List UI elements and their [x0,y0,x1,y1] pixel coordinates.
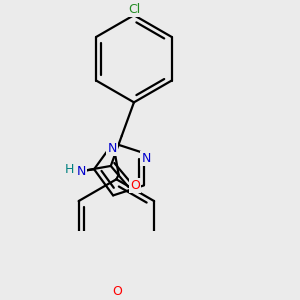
Text: H: H [65,163,74,176]
Text: O: O [130,179,140,192]
Text: N: N [76,166,86,178]
Text: Cl: Cl [128,3,140,16]
Text: N: N [107,142,117,155]
Text: N: N [142,152,151,165]
Text: O: O [112,285,122,298]
